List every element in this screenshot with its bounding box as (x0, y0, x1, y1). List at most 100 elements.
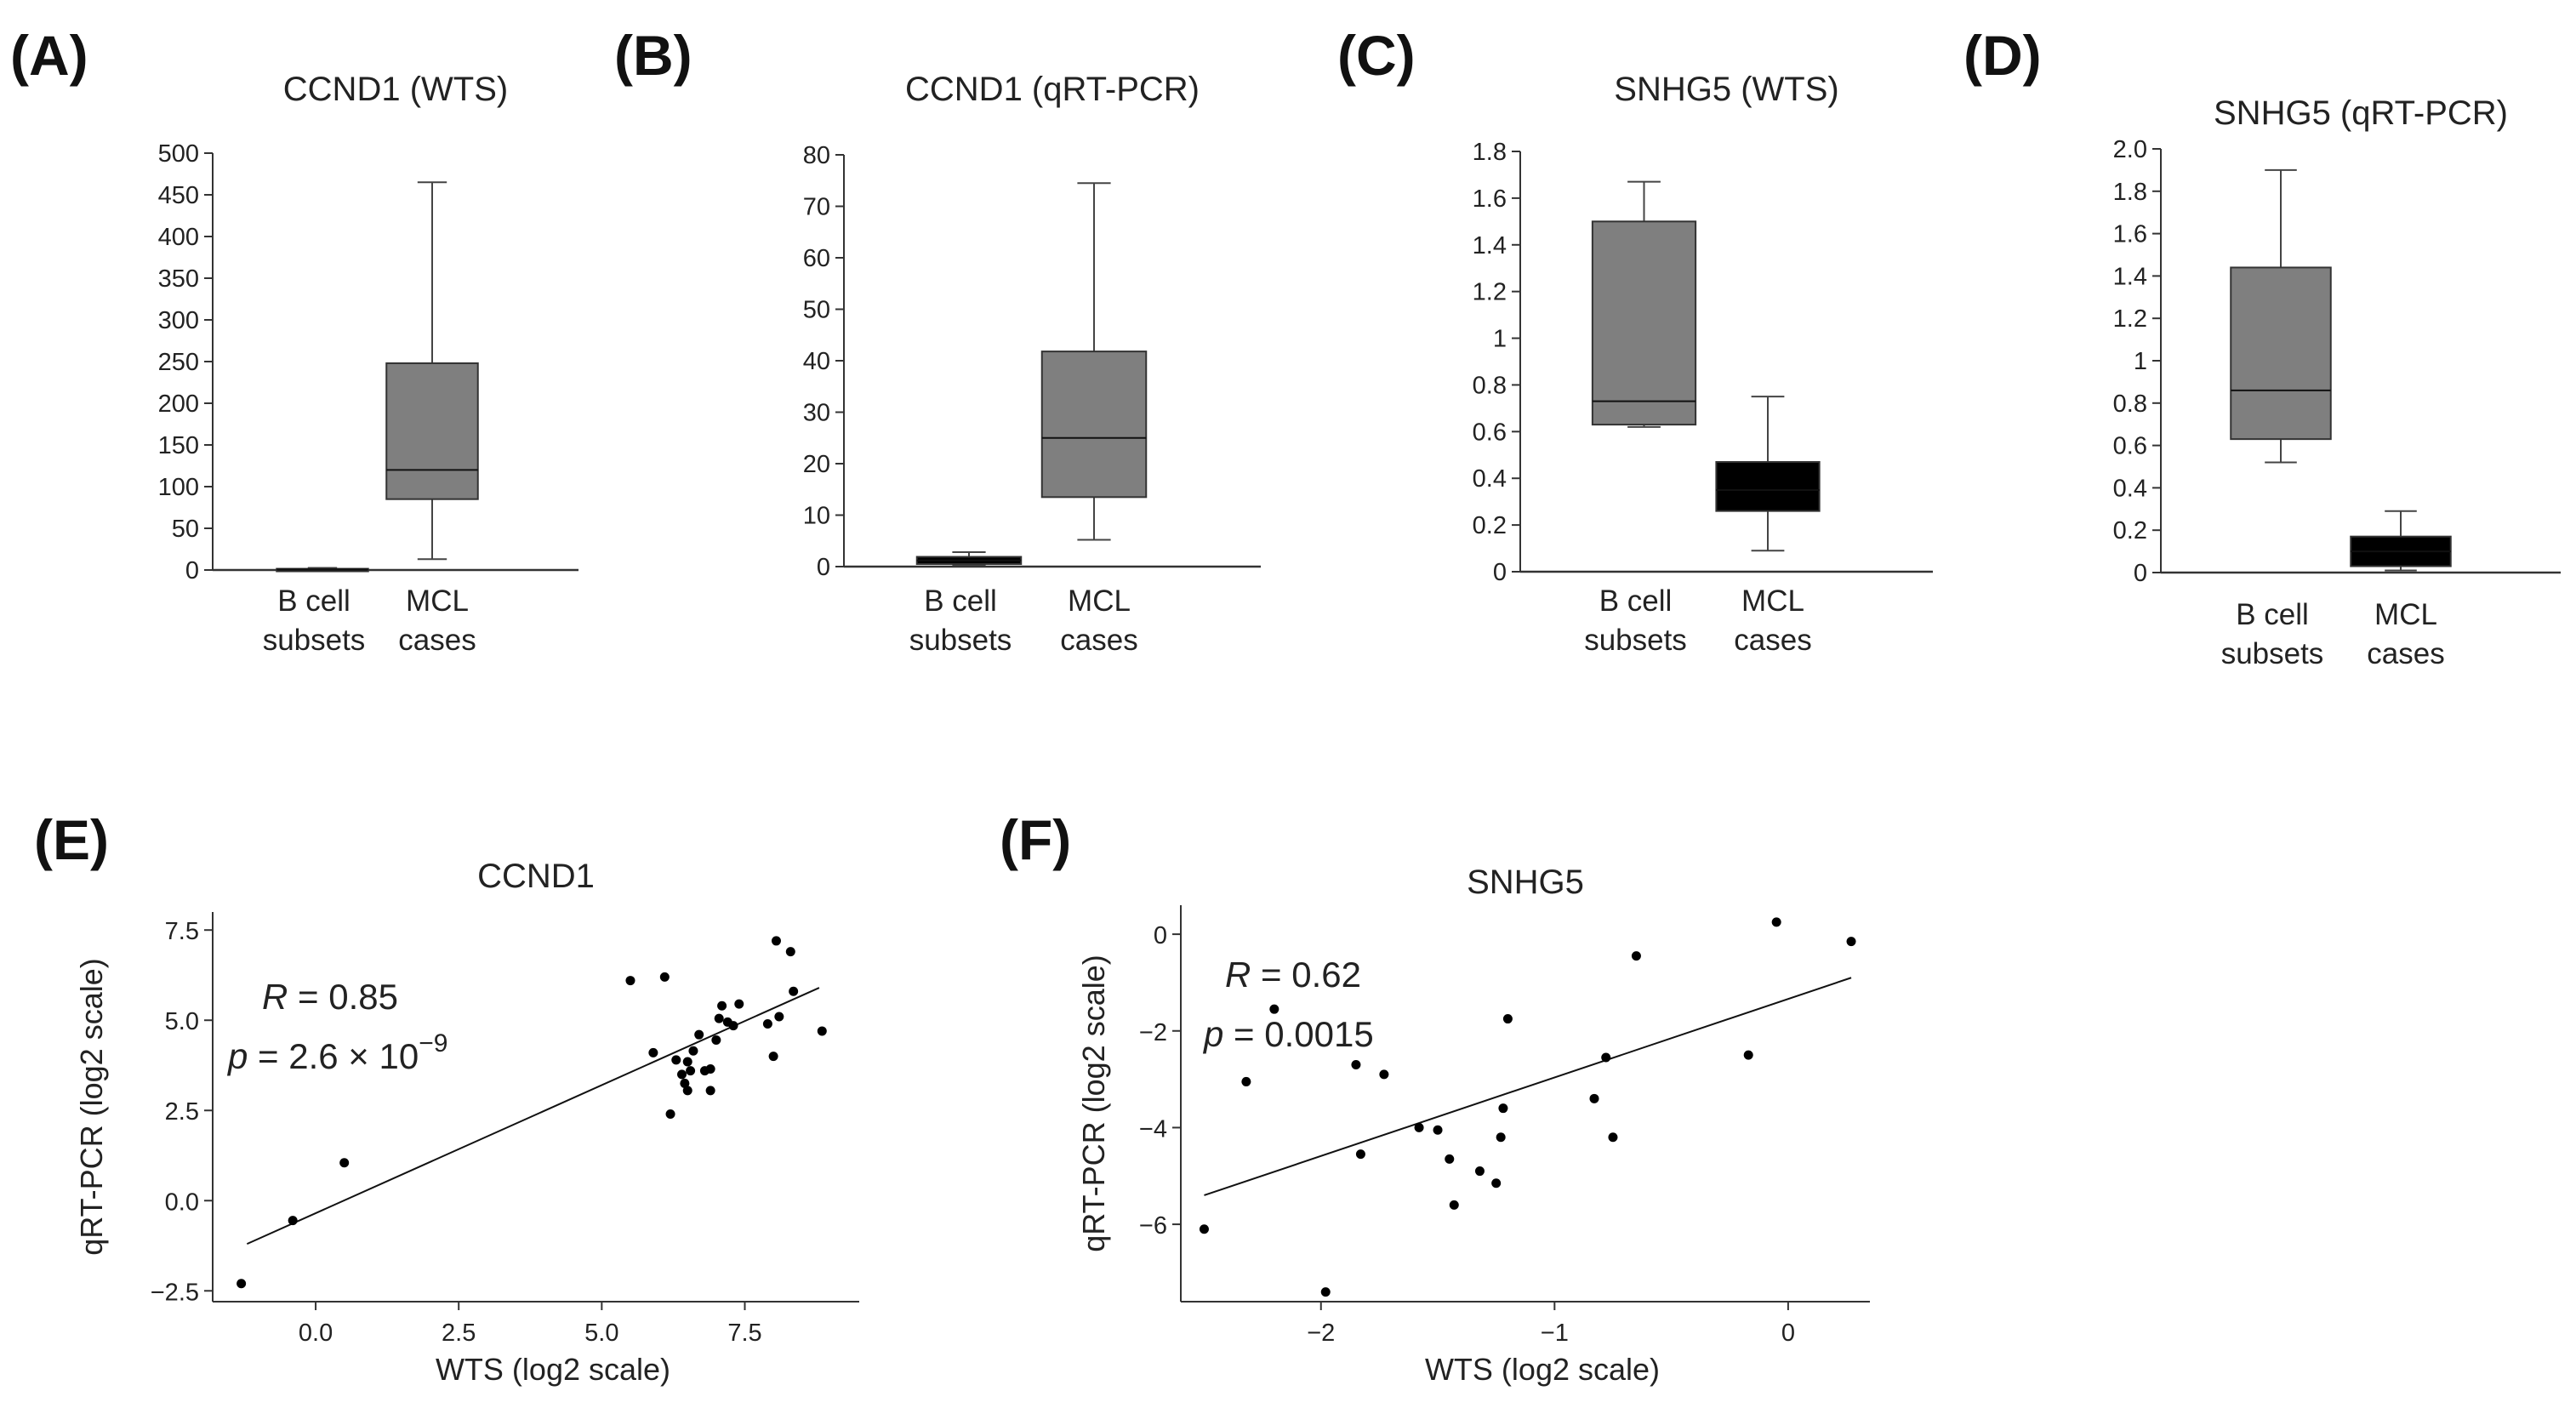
x-tick-label: 0.0 (299, 1320, 333, 1347)
y-tick-label: 500 (158, 140, 199, 168)
box-body (1715, 461, 1821, 512)
box-body (385, 362, 479, 500)
category-label-line: MCL (406, 584, 469, 618)
category-label-line: subsets (263, 624, 366, 657)
x-tick-label: 0 (1781, 1320, 1795, 1347)
stat-p-exponent: −9 (419, 1029, 447, 1057)
category-label-line: cases (398, 624, 476, 657)
y-tick-label: 1.6 (2113, 221, 2147, 248)
chart-title: SNHG5 (WTS) (1614, 71, 1838, 108)
y-tick-label: 300 (158, 307, 199, 334)
y-tick-label: 0.2 (2113, 517, 2147, 544)
category-label-line: MCL (1068, 584, 1131, 618)
scatter-point (705, 1086, 715, 1096)
y-tick-label: 2.0 (2113, 136, 2147, 163)
scatter-point (768, 1052, 778, 1062)
scatter-point (705, 1063, 715, 1074)
box-body (1040, 351, 1148, 499)
scatter-point (1433, 1125, 1443, 1135)
scatter-point (1601, 1052, 1611, 1063)
y-tick-label: 0 (817, 554, 830, 581)
scatter-point (728, 1021, 738, 1031)
scatter-point (1743, 1050, 1753, 1060)
scatter-point (771, 936, 781, 946)
scatter-point (339, 1158, 350, 1168)
stat-p-value: = 0.0015 (1223, 1014, 1373, 1054)
scatter-point (762, 1018, 772, 1029)
scatter-point (682, 1086, 692, 1096)
scatter-point (1589, 1093, 1599, 1103)
scatter-point (625, 976, 635, 986)
scatter-point (1631, 951, 1641, 961)
y-tick-label: 1.2 (2113, 305, 2147, 333)
y-tick-label: 0.0 (165, 1189, 199, 1216)
panel-label: (E) (34, 808, 109, 871)
y-tick-label: 2.5 (165, 1098, 199, 1126)
category-label-line: B cell (277, 584, 350, 618)
scatter-point (659, 972, 670, 982)
x-axis-label: WTS (log2 scale) (436, 1352, 670, 1387)
category-label-line: subsets (909, 624, 1012, 657)
scatter-point (714, 1013, 724, 1023)
y-tick-label: 1.8 (1473, 139, 1507, 166)
y-tick-label: 0.4 (2113, 475, 2147, 502)
scatter-point (1320, 1287, 1331, 1297)
y-tick-label: 200 (158, 390, 199, 418)
scatter-point (1491, 1178, 1502, 1189)
y-tick-label: 50 (803, 297, 830, 324)
stat-p-value: = 2.6 (248, 1036, 338, 1076)
stat-p: p = 0.0015 (1202, 1014, 1374, 1054)
y-tick-label: 50 (172, 516, 199, 543)
scatter-point (785, 947, 795, 957)
y-tick-label: 0 (185, 557, 199, 584)
scatter-point (288, 1216, 298, 1226)
scatter-point (1379, 1069, 1389, 1080)
scatter-point (1496, 1132, 1506, 1143)
chart-title: CCND1 (WTS) (283, 71, 508, 108)
y-tick-label: 7.5 (165, 918, 199, 945)
scatter-point (237, 1279, 247, 1289)
y-tick-label: 1.2 (1473, 279, 1507, 306)
y-tick-label: −2.5 (151, 1279, 199, 1306)
scatter-point (1498, 1103, 1508, 1114)
category-label: B cell subsets (263, 584, 366, 657)
y-tick-label: 1.4 (2113, 263, 2147, 290)
y-tick-label: 0.4 (1473, 465, 1507, 493)
scatter-point (774, 1012, 784, 1022)
chart-title: CCND1 (477, 858, 595, 895)
y-tick-label: 5.0 (165, 1008, 199, 1035)
x-tick-label: −1 (1541, 1320, 1569, 1347)
scatter-point (1351, 1060, 1361, 1070)
y-tick-label: 0.8 (1473, 372, 1507, 399)
category-label: MCL cases (1060, 584, 1137, 657)
scatter-point (734, 999, 744, 1009)
scatter-point (688, 1046, 698, 1056)
y-tick-label: 1 (1493, 326, 1507, 353)
category-label-line: cases (2367, 637, 2444, 670)
category-label: B cell subsets (2221, 598, 2324, 670)
stat-r-symbol: R (262, 977, 288, 1017)
y-tick-label: 70 (803, 194, 830, 221)
regression-line (246, 987, 820, 1246)
stat-r-value: = 0.85 (288, 977, 398, 1017)
category-label-line: subsets (2221, 637, 2324, 670)
y-tick-label: 40 (803, 348, 830, 375)
scatter-point (665, 1109, 675, 1119)
panel-label: (B) (614, 24, 692, 87)
panel-d-boxplot: (D) SNHG5 (qRT-PCR) 0 0.2 0.4 0.6 0.8 1 1.2 1.4 1.… (1963, 24, 2561, 670)
panel-label: (C) (1337, 24, 1416, 87)
chart-title: CCND1 (qRT-PCR) (905, 71, 1200, 108)
panel-label: (D) (1963, 24, 2042, 87)
box-body (1591, 220, 1697, 426)
scatter-point (1199, 1224, 1209, 1234)
x-axis-label: WTS (log2 scale) (1425, 1352, 1660, 1387)
category-label-line: cases (1734, 624, 1811, 657)
scatter-point (648, 1047, 658, 1057)
panel-e-scatter: (E) CCND1 −2.5 0.0 2.5 5.0 7.5 0.0 2.5 5.0 7.5 WTS … (34, 808, 859, 1387)
panel-c-boxplot: (C) SNHG5 (WTS) 0 0.2 0.4 0.6 0.8 1 1.2 1.4 1.6 1.8… (1337, 24, 1933, 657)
scatter-point (711, 1035, 721, 1046)
x-tick-label: 7.5 (727, 1320, 761, 1347)
y-tick-label: −6 (1139, 1212, 1167, 1240)
scatter-point (1414, 1122, 1424, 1132)
